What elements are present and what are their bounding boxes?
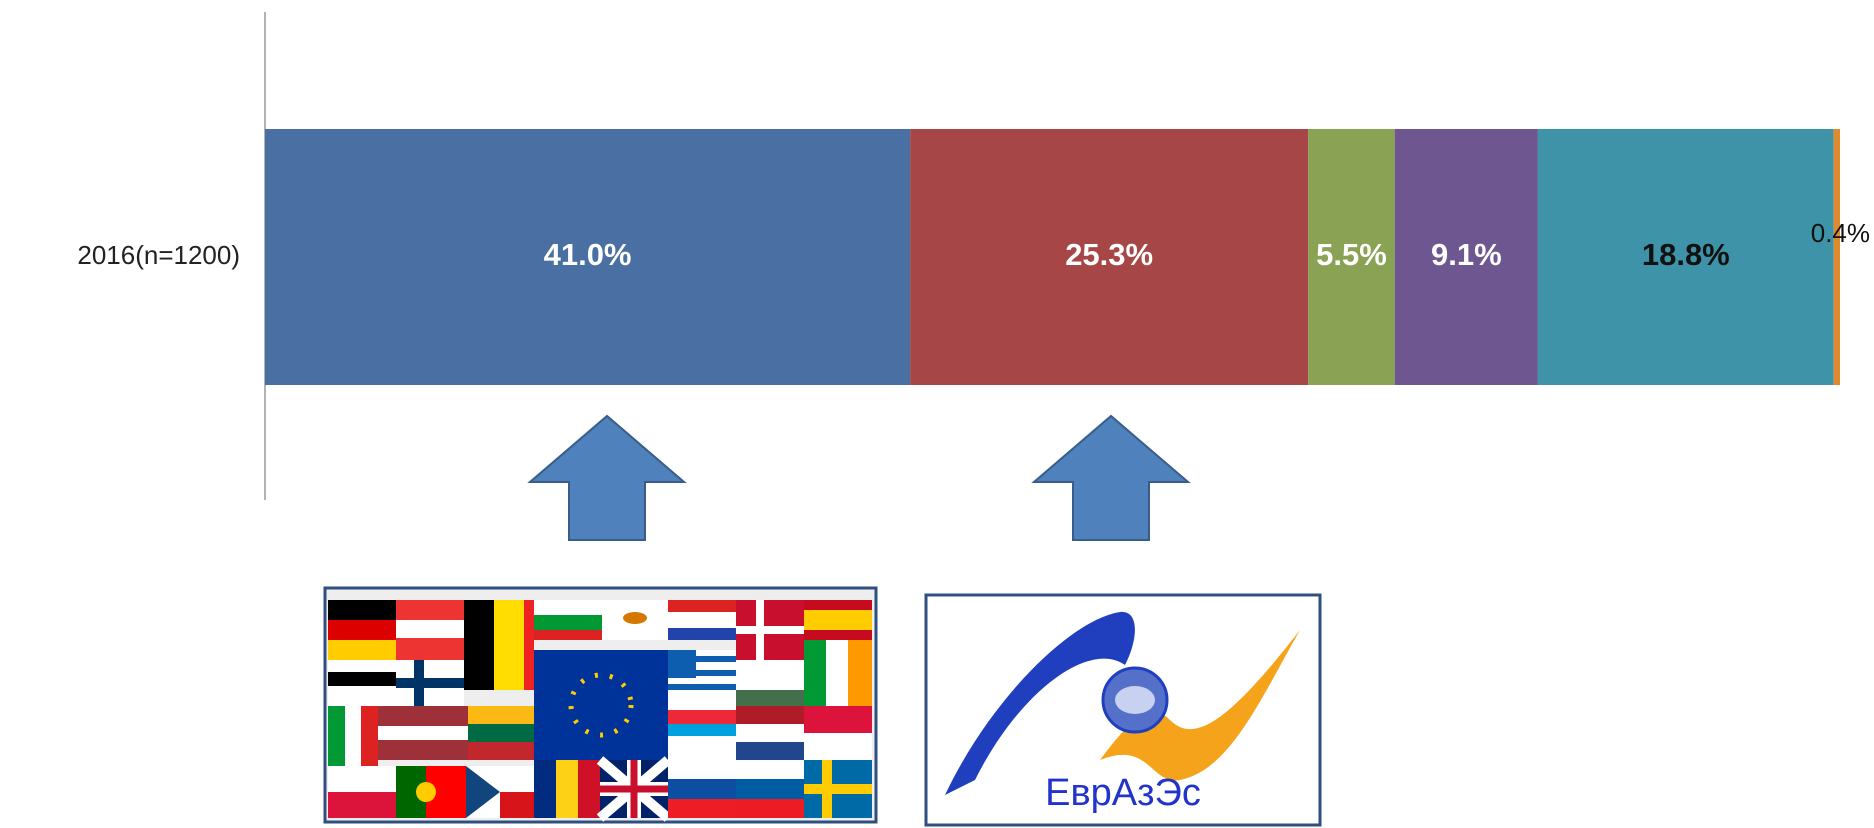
bar-segment	[265, 129, 911, 385]
logo-text: ЕврАзЭс	[1045, 772, 1201, 814]
arrow	[1031, 414, 1191, 541]
data-label: 5.5%	[1316, 237, 1387, 272]
bar-segment	[1537, 129, 1834, 385]
bar-segment	[1833, 129, 1840, 385]
y-tick-label: 2016(n=1200)	[77, 240, 240, 270]
data-label: 18.8%	[1642, 237, 1730, 272]
bar-segment	[1394, 129, 1538, 385]
data-label: 0.4%	[1811, 218, 1870, 248]
arrow	[527, 414, 687, 541]
data-label: 9.1%	[1431, 237, 1502, 272]
bar-segment	[910, 129, 1309, 385]
logo: ЕврАзЭс	[924, 593, 1322, 827]
data-label: 25.3%	[1065, 237, 1153, 272]
data-label: 41.0%	[544, 237, 632, 272]
flags-image	[323, 586, 878, 824]
bar-segment	[1308, 129, 1395, 385]
